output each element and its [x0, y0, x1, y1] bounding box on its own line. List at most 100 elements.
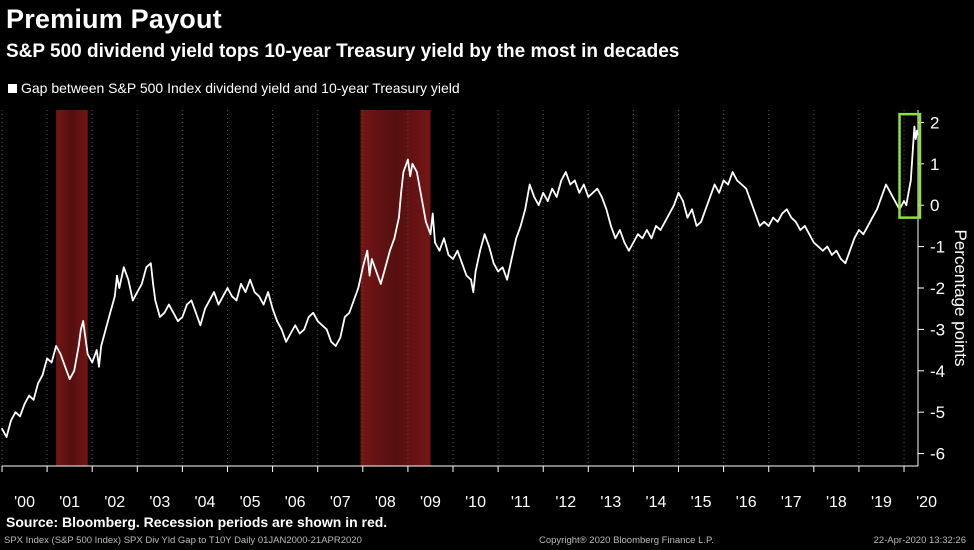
y-tick-label-3: -1	[930, 238, 945, 257]
data-point-71	[298, 332, 301, 335]
data-point-85	[362, 266, 364, 269]
data-point-7	[32, 399, 35, 401]
data-point-67	[280, 328, 283, 331]
x-tick-label-15: '15	[691, 494, 712, 511]
x-tick-label-18: '18	[826, 494, 847, 511]
data-point-131	[546, 200, 549, 202]
data-point-103	[429, 233, 432, 235]
data-point-128	[533, 196, 535, 198]
data-point-118	[488, 245, 490, 248]
timestamp-text: 22-Apr-2020 13:32:26	[873, 535, 966, 546]
data-point-137	[574, 179, 576, 182]
data-point-83	[353, 299, 355, 302]
data-point-47	[190, 299, 193, 302]
data-point-191	[817, 245, 820, 248]
data-point-158	[668, 212, 671, 215]
data-point-190	[813, 241, 815, 244]
data-point-39	[154, 299, 157, 302]
y-tick-label-0: 2	[930, 113, 939, 132]
data-point-111	[461, 262, 463, 264]
data-point-162	[686, 216, 689, 219]
data-point-88	[371, 258, 373, 260]
data-point-58	[240, 283, 242, 285]
data-point-202	[867, 225, 869, 227]
data-point-217	[916, 129, 918, 132]
data-point-50	[204, 307, 206, 310]
data-point-125	[519, 225, 522, 227]
data-point-214	[912, 146, 914, 149]
x-tick-label-9: '09	[420, 494, 441, 511]
data-point-189	[808, 233, 811, 235]
data-point-185	[790, 216, 793, 219]
data-point-210	[903, 200, 905, 202]
data-point-74	[312, 312, 315, 314]
data-point-62	[258, 295, 260, 298]
data-point-110	[456, 249, 459, 252]
data-point-130	[542, 192, 544, 194]
data-point-114	[472, 291, 475, 293]
data-point-78	[330, 341, 333, 343]
data-point-141	[592, 192, 594, 194]
data-point-17	[77, 345, 80, 347]
data-point-113	[470, 278, 472, 281]
data-point-49	[199, 324, 202, 327]
data-point-203	[871, 216, 874, 219]
y-tick-label-2: 0	[930, 196, 939, 215]
data-point-164	[695, 225, 698, 227]
data-point-192	[822, 249, 824, 252]
data-point-16	[73, 370, 75, 372]
x-tick-label-10: '10	[465, 494, 486, 511]
data-point-149	[628, 249, 630, 252]
data-point-170	[722, 179, 725, 182]
data-point-195	[835, 249, 838, 252]
data-point-28	[114, 295, 116, 298]
data-point-186	[795, 221, 797, 223]
x-tick-label-17: '17	[781, 494, 802, 511]
x-tick-label-5: '05	[240, 494, 261, 511]
data-point-197	[844, 262, 847, 264]
data-point-75	[316, 320, 319, 322]
data-point-182	[776, 221, 779, 223]
data-point-165	[700, 221, 702, 223]
data-point-3	[14, 411, 17, 414]
data-point-52	[213, 291, 215, 293]
data-point-127	[528, 183, 531, 186]
data-point-54	[222, 295, 224, 298]
data-point-136	[569, 183, 572, 186]
data-point-33	[132, 299, 134, 302]
data-point-87	[368, 274, 371, 277]
data-point-176	[749, 200, 752, 202]
data-point-129	[537, 204, 540, 206]
data-point-102	[425, 221, 427, 223]
data-point-119	[492, 262, 495, 264]
data-point-104	[431, 212, 434, 215]
page-title: Premium Payout	[6, 4, 222, 34]
data-point-133	[555, 196, 558, 198]
y-tick-label-1: 1	[930, 155, 939, 174]
data-point-20	[84, 336, 87, 339]
data-point-63	[262, 303, 265, 306]
data-point-101	[420, 196, 423, 198]
data-point-84	[357, 287, 360, 289]
data-point-41	[163, 312, 166, 314]
data-point-43	[172, 312, 175, 314]
data-point-32	[127, 278, 130, 281]
data-point-138	[578, 192, 581, 194]
data-point-72	[303, 328, 306, 331]
data-point-199	[853, 237, 856, 240]
data-point-46	[186, 303, 188, 306]
data-point-5	[23, 403, 26, 405]
data-point-121	[501, 266, 504, 269]
page-subtitle: S&P 500 dividend yield tops 10-year Trea…	[6, 41, 680, 62]
data-point-146	[614, 237, 617, 240]
data-point-154	[650, 237, 653, 240]
data-point-140	[587, 196, 590, 198]
data-point-167	[709, 196, 711, 198]
data-point-40	[159, 316, 161, 318]
data-point-48	[195, 312, 197, 314]
data-point-89	[375, 270, 378, 273]
data-point-10	[46, 357, 48, 360]
data-point-139	[583, 183, 585, 186]
data-point-178	[758, 225, 761, 227]
data-point-201	[862, 233, 865, 235]
